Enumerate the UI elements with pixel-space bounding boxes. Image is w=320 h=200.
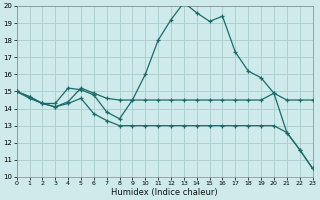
X-axis label: Humidex (Indice chaleur): Humidex (Indice chaleur) — [111, 188, 218, 197]
